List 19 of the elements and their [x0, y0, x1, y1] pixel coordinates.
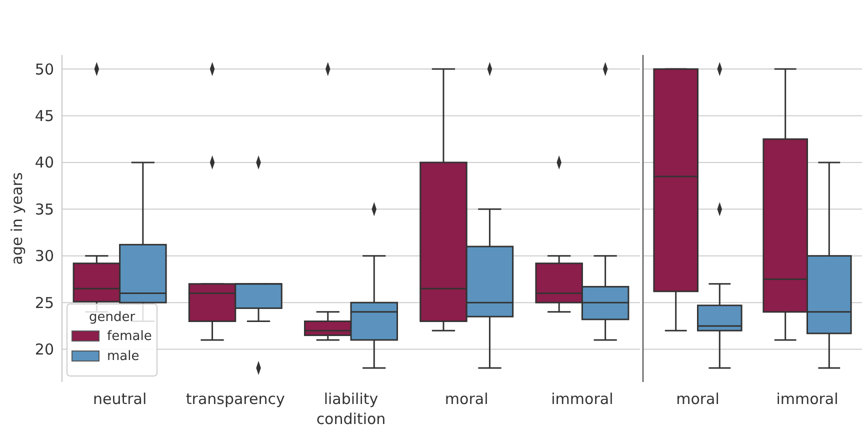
x-tick-label: immoral [551, 390, 614, 408]
y-tick-label: 25 [34, 294, 54, 312]
legend-label: female [107, 329, 152, 344]
x-tick-label: transparency [186, 390, 286, 408]
y-tick-label: 20 [34, 340, 54, 359]
x-tick-label: moral [676, 390, 720, 408]
x-tick-label: immoral [776, 390, 838, 408]
y-tick-label: 45 [34, 106, 54, 125]
x-tick-label: liability [324, 390, 378, 408]
legend-title: gender [88, 310, 136, 325]
x-axis-title: condition [316, 410, 386, 428]
y-tick-label: 40 [34, 154, 54, 172]
x-tick-label: neutral [92, 390, 147, 408]
legend-label: male [107, 349, 140, 364]
y-axis-title: age in years [8, 172, 26, 265]
y-tick-label: 30 [34, 247, 54, 266]
y-tick-label: 35 [34, 200, 54, 218]
y-tick-label: 50 [34, 60, 54, 78]
x-tick-label: moral [444, 390, 488, 408]
